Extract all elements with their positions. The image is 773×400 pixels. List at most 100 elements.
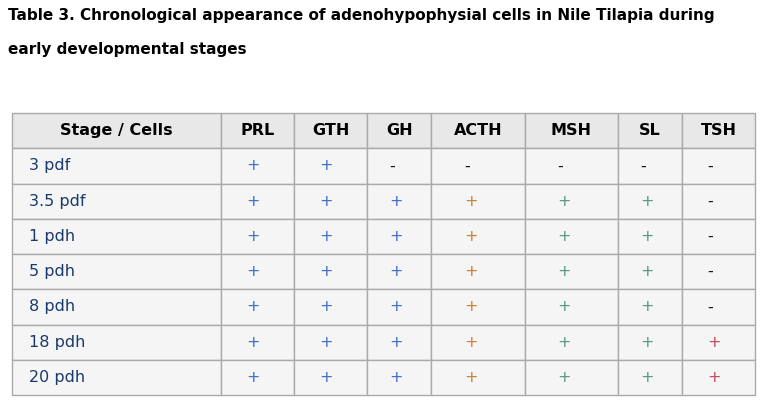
- Text: +: +: [464, 370, 477, 385]
- Bar: [525, 289, 618, 324]
- Text: +: +: [557, 370, 570, 385]
- Text: -: -: [390, 158, 395, 173]
- Text: +: +: [557, 335, 570, 350]
- Bar: [294, 184, 367, 219]
- Bar: [682, 324, 755, 360]
- Bar: [367, 148, 431, 184]
- Bar: [221, 219, 294, 254]
- Text: +: +: [557, 194, 570, 209]
- Bar: [221, 254, 294, 289]
- Text: 18 pdh: 18 pdh: [29, 335, 85, 350]
- Text: +: +: [640, 229, 654, 244]
- Text: +: +: [319, 194, 333, 209]
- Bar: [618, 148, 682, 184]
- Bar: [294, 289, 367, 324]
- Bar: [221, 324, 294, 360]
- Text: +: +: [464, 335, 477, 350]
- Text: -: -: [640, 158, 646, 173]
- Text: +: +: [319, 370, 333, 385]
- Text: MSH: MSH: [550, 123, 592, 138]
- Text: -: -: [464, 158, 469, 173]
- Bar: [431, 289, 525, 324]
- Bar: [367, 184, 431, 219]
- Bar: [12, 113, 221, 148]
- Text: +: +: [247, 335, 261, 350]
- Bar: [525, 254, 618, 289]
- Bar: [367, 254, 431, 289]
- Bar: [431, 254, 525, 289]
- Text: +: +: [557, 229, 570, 244]
- Text: +: +: [319, 335, 333, 350]
- Text: +: +: [464, 264, 477, 279]
- Bar: [431, 324, 525, 360]
- Bar: [12, 289, 221, 324]
- Text: +: +: [247, 194, 261, 209]
- Bar: [431, 360, 525, 395]
- Text: TSH: TSH: [700, 123, 737, 138]
- Text: -: -: [557, 158, 563, 173]
- Bar: [294, 113, 367, 148]
- Bar: [221, 148, 294, 184]
- Text: +: +: [247, 299, 261, 314]
- Bar: [221, 184, 294, 219]
- Bar: [682, 289, 755, 324]
- Text: 1 pdh: 1 pdh: [29, 229, 75, 244]
- Bar: [12, 219, 221, 254]
- Text: +: +: [247, 158, 261, 173]
- Bar: [12, 324, 221, 360]
- Text: +: +: [707, 335, 721, 350]
- Bar: [294, 360, 367, 395]
- Bar: [221, 289, 294, 324]
- Bar: [367, 289, 431, 324]
- Text: +: +: [390, 370, 403, 385]
- Text: GTH: GTH: [312, 123, 349, 138]
- Bar: [294, 254, 367, 289]
- Bar: [618, 219, 682, 254]
- Text: +: +: [390, 194, 403, 209]
- Bar: [525, 324, 618, 360]
- Bar: [682, 219, 755, 254]
- Bar: [367, 360, 431, 395]
- Bar: [12, 254, 221, 289]
- Bar: [682, 113, 755, 148]
- Text: +: +: [640, 335, 654, 350]
- Bar: [618, 324, 682, 360]
- Text: +: +: [640, 299, 654, 314]
- Text: ACTH: ACTH: [454, 123, 502, 138]
- Text: +: +: [319, 158, 333, 173]
- Text: +: +: [707, 370, 721, 385]
- Text: 5 pdh: 5 pdh: [29, 264, 75, 279]
- Bar: [431, 184, 525, 219]
- Text: SL: SL: [639, 123, 661, 138]
- Text: PRL: PRL: [240, 123, 274, 138]
- Bar: [682, 360, 755, 395]
- Text: +: +: [464, 299, 477, 314]
- Bar: [221, 360, 294, 395]
- Bar: [367, 113, 431, 148]
- Text: +: +: [247, 264, 261, 279]
- Bar: [682, 184, 755, 219]
- Bar: [618, 360, 682, 395]
- Text: -: -: [707, 229, 713, 244]
- Text: Table 3. Chronological appearance of adenohypophysial cells in Nile Tilapia duri: Table 3. Chronological appearance of ade…: [8, 8, 714, 23]
- Text: 3 pdf: 3 pdf: [29, 158, 70, 173]
- Text: 8 pdh: 8 pdh: [29, 299, 75, 314]
- Text: +: +: [640, 264, 654, 279]
- Bar: [12, 184, 221, 219]
- Bar: [431, 219, 525, 254]
- Text: -: -: [707, 158, 713, 173]
- Text: +: +: [319, 229, 333, 244]
- Text: +: +: [319, 264, 333, 279]
- Bar: [294, 148, 367, 184]
- Bar: [367, 324, 431, 360]
- Text: +: +: [390, 264, 403, 279]
- Text: +: +: [640, 194, 654, 209]
- Bar: [525, 113, 618, 148]
- Text: -: -: [707, 264, 713, 279]
- Bar: [12, 148, 221, 184]
- Text: +: +: [464, 229, 477, 244]
- Bar: [12, 360, 221, 395]
- Bar: [618, 289, 682, 324]
- Text: +: +: [390, 335, 403, 350]
- Bar: [294, 219, 367, 254]
